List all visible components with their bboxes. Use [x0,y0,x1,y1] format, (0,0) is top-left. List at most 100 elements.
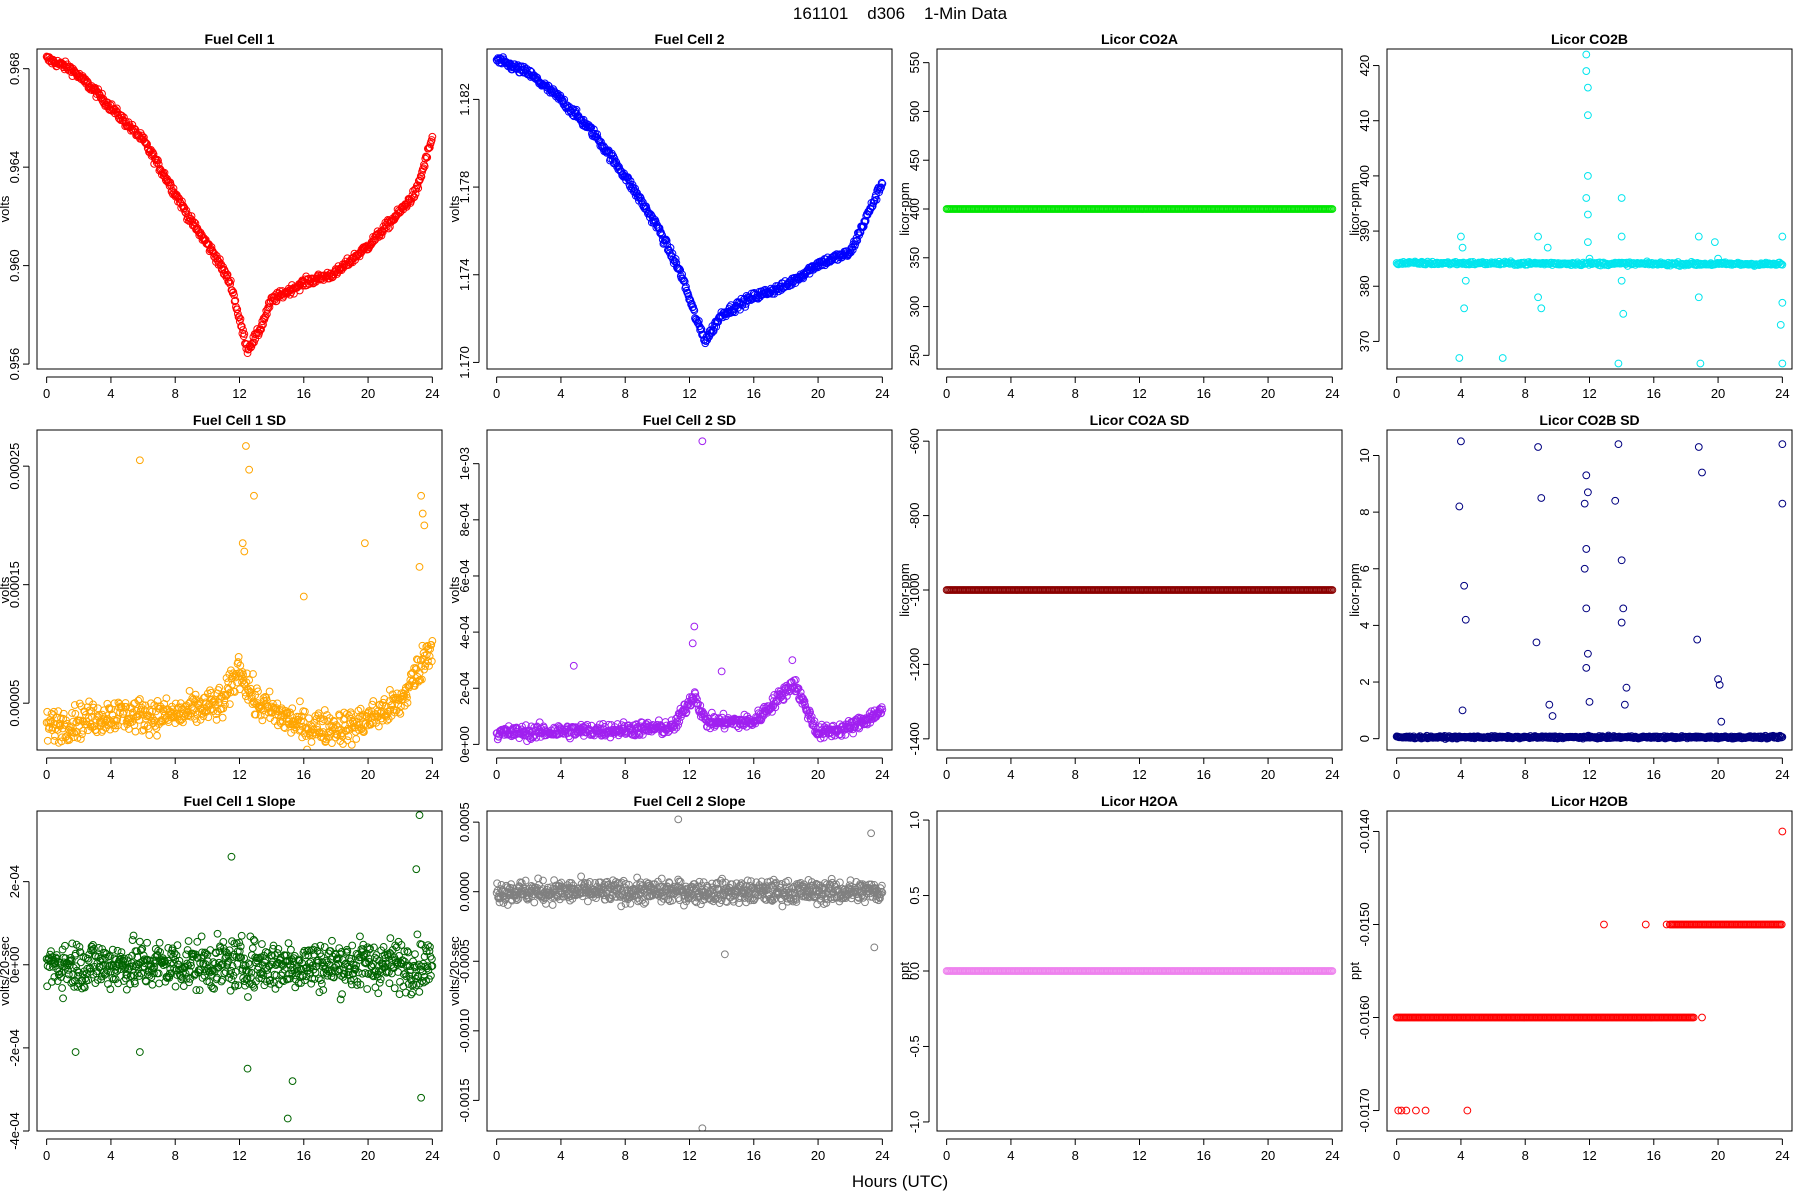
data-point [298,733,307,742]
data-point [154,946,163,955]
x-tick-label: 24 [1775,767,1789,782]
data-point [878,705,887,714]
y-tick-label: 4e-04 [457,615,472,648]
data-point [231,980,240,989]
data-point [284,720,293,729]
y-tick-label: 0.968 [7,52,22,85]
x-tick-label: 0 [1393,767,1400,782]
data-point [105,952,114,961]
data-point [561,729,569,738]
data-point [719,709,728,718]
data-point [1614,440,1623,449]
data-point [265,303,274,312]
x-tick-label: 0 [1393,386,1400,401]
data-point [131,727,140,736]
data-point [691,689,700,698]
data-point [1585,254,1594,263]
data-point [419,164,428,173]
x-tick-label: 20 [1711,386,1725,401]
data-point [693,695,701,704]
data-point [300,707,309,716]
data-point [697,325,706,334]
data-point [428,637,437,645]
data-point [407,195,416,203]
x-tick-label: 24 [875,767,889,782]
data-point [98,89,106,98]
plot-frame [36,48,443,370]
data-point [304,946,313,955]
data-point [662,236,671,245]
data-point [1617,618,1626,627]
data-point [296,697,304,706]
x-tick-label: 24 [425,767,439,782]
data-point [1328,205,1337,213]
data-point [343,736,352,745]
data-point [143,938,151,947]
x-tick-label: 0 [493,767,500,782]
data-point [68,709,76,717]
data-point [877,178,886,187]
data-point [204,964,213,973]
data-point [199,712,208,721]
data-point [224,951,233,960]
data-point [294,979,303,987]
data-point [238,539,247,548]
data-point [230,297,239,306]
data-point [93,712,102,720]
panel-title: Fuel Cell 1 Slope [183,793,295,809]
data-point [95,962,104,971]
data-point [228,937,236,946]
data-point [180,203,189,212]
data-point [182,708,191,717]
data-point [153,155,162,164]
x-tick-label: 24 [1325,386,1339,401]
data-point [1455,354,1464,362]
x-tick-label: 20 [811,386,825,401]
data-point [84,976,93,985]
data-point [1583,83,1592,92]
data-point [878,179,887,188]
data-point [1534,443,1542,451]
data-point [810,722,818,731]
data-point [121,974,130,983]
data-point [111,975,120,984]
data-point [78,730,86,739]
data-point [1680,261,1689,270]
data-point [251,710,260,719]
data-point [709,327,718,335]
plot-frame [936,429,1343,751]
data-point [426,645,435,654]
y-axis-label: volts [0,576,12,603]
data-point [427,136,436,144]
data-point [130,971,138,980]
data-point [1537,304,1546,313]
data-point [155,979,164,988]
data-point [52,721,60,729]
data-point [177,197,186,206]
data-point [108,973,117,982]
data-point [213,929,222,938]
y-tick-label: 1.170 [457,346,472,379]
data-point [200,951,208,960]
y-tick-label: 2 [1357,678,1372,685]
y-tick-label: 0 [1357,735,1372,742]
data-point [387,701,395,710]
data-point [265,687,274,696]
x-tick-label: 4 [557,386,564,401]
data-point [628,727,637,735]
data-point [354,706,363,715]
data-point [231,673,240,682]
data-point [1580,499,1589,508]
data-point [676,266,685,275]
data-point [1585,697,1594,706]
data-point [682,282,690,291]
data-point [187,961,195,970]
x-tick-label: 16 [747,767,761,782]
data-point [859,222,868,231]
data-point [118,111,126,120]
data-point [245,465,254,474]
data-point [670,256,679,265]
data-point [1582,67,1591,75]
data-point [339,740,347,748]
y-tick-label: -600 [907,428,922,454]
